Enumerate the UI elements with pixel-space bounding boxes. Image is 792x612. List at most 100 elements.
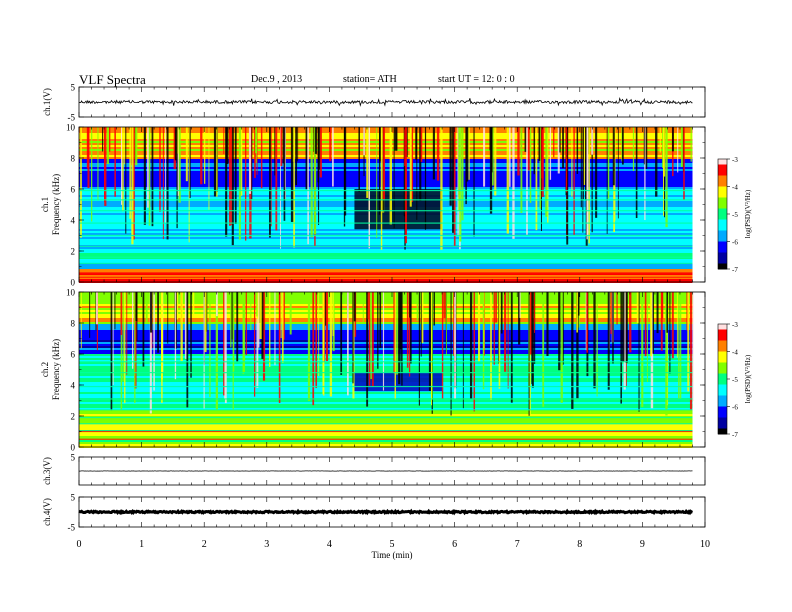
x-tick-label: 5 [390, 539, 395, 550]
frequency-band [79, 127, 693, 129]
colorbar-segment [718, 395, 727, 399]
colorbar-segment [718, 164, 727, 168]
sferic-streak [410, 292, 412, 364]
colorbar-segment [718, 326, 727, 330]
x-tick-label: 0 [77, 539, 82, 550]
sferic-streak [215, 292, 218, 317]
sferic-streak [404, 127, 408, 244]
sferic-streak [635, 127, 638, 219]
sferic-streak [135, 292, 138, 322]
sferic-streak [583, 127, 586, 186]
frequency-band [79, 265, 693, 267]
colorbar-segment [718, 337, 727, 341]
sferic-streak [482, 292, 485, 390]
sferic-streak [465, 127, 467, 205]
sferic-streak [433, 292, 435, 326]
sferic-streak [662, 127, 664, 168]
sferic-streak [290, 127, 294, 222]
sferic-streak [230, 127, 232, 226]
frequency-band [79, 394, 693, 396]
sferic-streak [305, 127, 308, 190]
sferic-streak [297, 127, 299, 162]
sferic-streak [526, 127, 528, 235]
sferic-streak [312, 292, 315, 406]
sferic-streak [517, 127, 520, 176]
sferic-streak [616, 292, 618, 325]
sferic-streak [238, 127, 241, 240]
colorbar-segment [718, 205, 727, 209]
sferic-streak [251, 127, 253, 200]
sferic-streak [512, 127, 515, 239]
x-tick-label: 2 [202, 539, 207, 550]
sferic-streak [395, 127, 398, 151]
sferic-streak [380, 127, 383, 250]
sferic-streak [562, 292, 564, 365]
sferic-streak [329, 127, 332, 162]
sferic-streak [645, 127, 648, 169]
frequency-band [79, 326, 693, 328]
sferic-streak [295, 127, 298, 186]
sferic-streak [254, 127, 256, 178]
sferic-streak [533, 127, 535, 175]
frequency-band [79, 131, 693, 133]
sferic-streak [510, 292, 513, 403]
frequency-band [79, 362, 693, 364]
sferic-streak [153, 292, 155, 391]
sferic-streak [379, 127, 381, 215]
sferic-streak [573, 127, 575, 235]
sferic-streak [593, 292, 596, 389]
y-tick-label: 5 [71, 493, 76, 503]
sferic-streak [623, 292, 626, 390]
sferic-streak [258, 292, 260, 348]
sferic-streak [500, 292, 503, 334]
sferic-streak [204, 292, 207, 353]
sferic-streak [578, 292, 580, 316]
sferic-streak [441, 292, 444, 400]
y-tick-label: 0 [71, 443, 76, 453]
transmitter-line [79, 256, 693, 258]
sferic-streak [524, 127, 527, 152]
frequency-band [79, 171, 693, 173]
sferic-streak [315, 292, 318, 389]
frequency-band [79, 328, 693, 330]
frequency-band [79, 424, 693, 426]
frequency-band [79, 316, 693, 318]
sferic-streak [102, 127, 104, 152]
sferic-streak [215, 127, 218, 197]
colorbar-segment [718, 236, 727, 240]
colorbar-segment [718, 172, 727, 176]
sferic-streak [228, 127, 231, 226]
sferic-streak [270, 127, 272, 227]
colorbar-label: log(PSD)(V²/Hz) [744, 189, 752, 238]
frequency-band [79, 241, 693, 243]
sferic-streak [406, 292, 409, 368]
sferic-streak [151, 127, 154, 227]
sferic-streak [126, 292, 128, 375]
sferic-streak [534, 292, 535, 333]
sferic-streak [184, 292, 187, 359]
sferic-streak [176, 292, 179, 320]
sferic-streak [377, 292, 379, 369]
y-tick-label: 10 [66, 123, 76, 133]
colorbar-segment [718, 181, 727, 185]
transmitter-line [79, 234, 693, 237]
sferic-streak [677, 127, 679, 173]
sferic-streak [498, 292, 501, 389]
start-time-label: start UT = 12: 0 : 0 [438, 74, 515, 85]
sferic-streak [274, 292, 276, 366]
sferic-streak [393, 292, 396, 374]
sferic-streak [332, 127, 334, 187]
colorbar-segment [718, 362, 727, 366]
sferic-streak [114, 127, 116, 197]
sferic-streak [186, 292, 189, 408]
sferic-streak [415, 127, 418, 160]
sferic-streak [443, 292, 446, 319]
sferic-streak [586, 292, 588, 353]
x-tick-label: 3 [264, 539, 269, 550]
y-axis-label: ch.1(V) [42, 88, 52, 116]
transmitter-line [79, 199, 693, 201]
frequency-band [79, 247, 693, 249]
sferic-streak [542, 292, 545, 407]
sferic-streak [586, 127, 588, 240]
sferic-streak [483, 127, 486, 187]
